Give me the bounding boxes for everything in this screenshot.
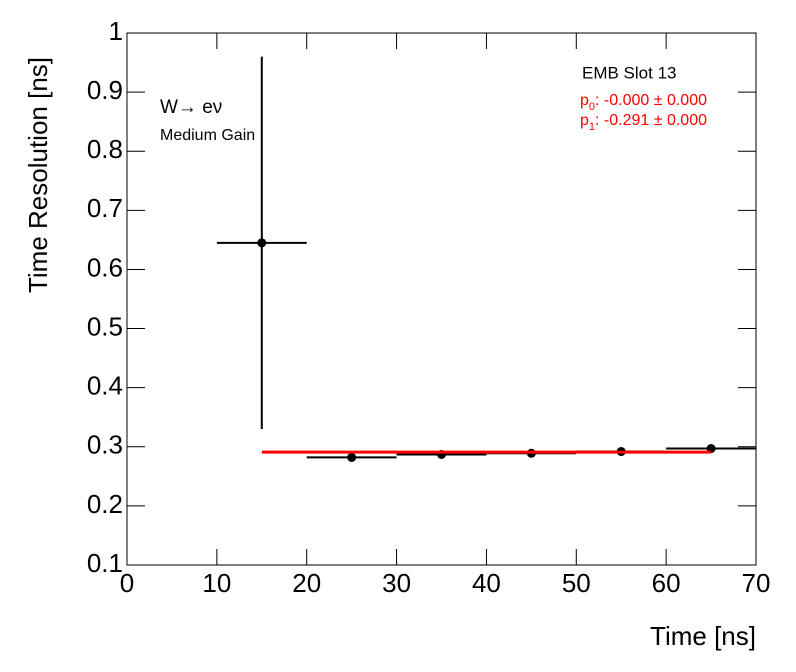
fit-stat-label: p [580, 92, 589, 109]
fit-stat-sub: 1 [589, 121, 595, 133]
y-tick-label: 0.6 [87, 252, 123, 282]
y-axis-title: Time Resolution [ns] [23, 57, 53, 293]
y-tick-label: 0.2 [87, 489, 123, 519]
frame [126, 32, 757, 566]
y-tick-label: 0.5 [87, 311, 123, 341]
fit-stat-sub: 0 [589, 101, 595, 113]
y-tick-label: 0.3 [87, 430, 123, 460]
data-point [347, 452, 357, 462]
y-tick-label: 0.7 [87, 193, 123, 223]
x-tick-label: 10 [202, 568, 231, 598]
x-tick-label: 60 [652, 568, 681, 598]
x-tick-label: 70 [742, 568, 771, 598]
y-tick-label: 0.1 [87, 548, 123, 578]
x-tick-label: 0 [120, 568, 134, 598]
y-tick-label: 0.9 [87, 75, 123, 105]
fit-stat: p0: -0.000 ± 0.000 [580, 92, 707, 113]
data-point [257, 238, 267, 248]
annotation: Medium Gain [160, 127, 255, 144]
x-tick-label: 20 [292, 568, 321, 598]
fit-stat-text: : -0.000 ± 0.000 [595, 92, 707, 109]
annotation: EMB Slot 13 [582, 63, 677, 82]
fit-stat-text: : -0.291 ± 0.000 [595, 112, 707, 129]
x-tick-label: 40 [472, 568, 501, 598]
annotation: W→ eν [160, 97, 222, 118]
y-tick-label: 0.8 [87, 134, 123, 164]
x-tick-label: 50 [562, 568, 591, 598]
y-tick-label: 0.4 [87, 371, 123, 401]
fit-stat: p1: -0.291 ± 0.000 [580, 112, 707, 133]
y-tick-label: 1 [109, 16, 123, 46]
x-tick-label: 30 [382, 568, 411, 598]
fit-stat-label: p [580, 112, 589, 129]
x-axis-title: Time [ns] [650, 621, 756, 651]
